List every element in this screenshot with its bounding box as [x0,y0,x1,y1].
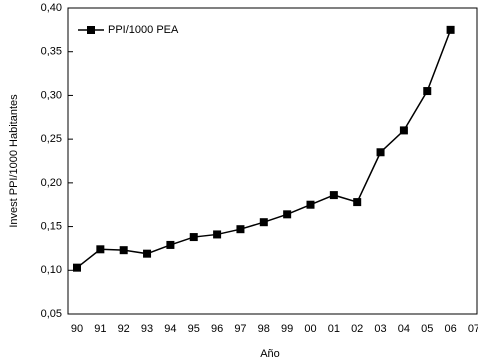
x-tick-label: 98 [258,323,270,335]
x-tick-label: 95 [188,323,200,335]
x-tick-label: 96 [211,323,223,335]
data-point [119,246,128,255]
x-tick-label: 02 [351,323,363,335]
data-point [376,148,385,157]
x-tick-label: 03 [374,323,386,335]
x-tick-label: 93 [141,323,153,335]
x-tick-label: 99 [281,323,293,335]
y-tick-label: 0,30 [41,89,62,101]
data-point [353,198,362,207]
data-point [73,263,81,272]
x-tick-label: 04 [398,323,410,335]
x-tick-label: 07 [468,323,478,335]
data-point [259,218,268,227]
x-tick-label: 00 [304,323,316,335]
legend-label: PPI/1000 PEA [108,24,179,36]
x-tick-label: 01 [328,323,340,335]
data-point [213,230,222,239]
y-axis-label: Invest PPI/1000 Habitantes [8,94,20,228]
data-point [96,245,105,254]
data-point [423,87,432,96]
x-tick-label: 97 [234,323,246,335]
plot-frame [67,7,478,315]
y-tick-label: 0,05 [41,308,62,320]
data-point [283,210,292,219]
y-tick-label: 0,25 [41,133,62,145]
x-axis-label: Año [260,348,280,360]
x-tick-label: 06 [444,323,456,335]
series-line [76,29,452,269]
y-tick-label: 0,40 [41,2,62,14]
x-tick-label: 94 [164,323,176,335]
data-point [143,249,152,258]
x-tick-label: 05 [421,323,433,335]
data-point [446,25,455,34]
data-point [166,240,175,249]
data-point [399,126,408,135]
x-tick-label: 92 [118,323,130,335]
data-point [236,225,245,234]
legend-marker [87,26,95,34]
y-tick-label: 0,10 [41,264,62,276]
x-tick-label: 91 [94,323,106,335]
data-point [329,191,338,200]
data-point [306,200,315,209]
x-tick-label: 90 [71,323,83,335]
y-tick-label: 0,15 [41,220,62,232]
data-point [189,233,198,242]
y-tick-label: 0,35 [41,46,62,58]
y-tick-label: 0,20 [41,177,62,189]
